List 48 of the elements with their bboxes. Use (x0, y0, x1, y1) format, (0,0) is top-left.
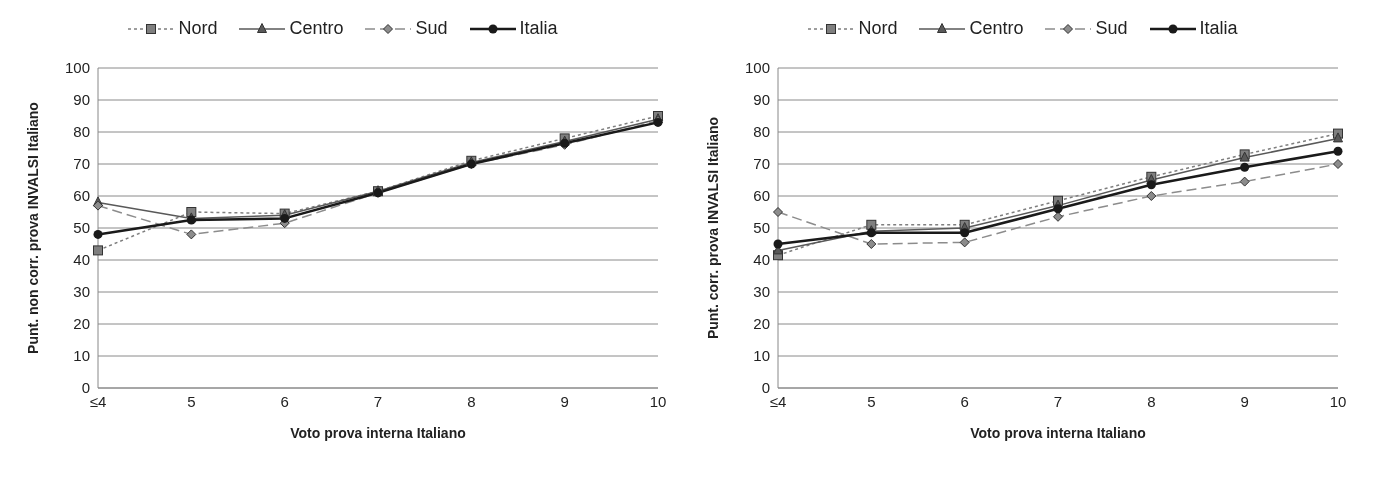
x-tick-label: 7 (1053, 392, 1063, 410)
legend-label: Italia (1199, 18, 1238, 39)
x-tick-label: 6 (960, 392, 969, 410)
y-tick-label: 40 (753, 251, 770, 269)
y-tick-label: 0 (81, 379, 90, 397)
x-tick-label: 10 (1329, 392, 1347, 410)
x-tick-label: 10 (649, 392, 667, 410)
x-axis-title: Voto prova interna Italiano (290, 425, 466, 441)
y-tick-label: 100 (744, 59, 770, 77)
x-tick-label: 9 (560, 392, 569, 410)
y-tick-label: 90 (73, 91, 90, 109)
x-tick-label: ≤4 (89, 392, 107, 410)
x-tick-label: 5 (867, 392, 876, 410)
x-tick-label: 9 (1240, 392, 1249, 410)
y-tick-label: 90 (753, 91, 770, 109)
legend-label: Nord (178, 18, 218, 39)
y-tick-label: 70 (753, 155, 770, 173)
legend-label: Sud (1095, 18, 1128, 39)
y-tick-label: 40 (73, 251, 90, 269)
x-axis-title: Voto prova interna Italiano (970, 425, 1146, 441)
y-tick-label: 100 (64, 59, 90, 77)
y-tick-label: 60 (753, 187, 770, 205)
legend-label: Centro (969, 18, 1024, 39)
y-tick-label: 80 (73, 123, 90, 141)
y-tick-label: 20 (753, 315, 770, 333)
y-tick-label: 30 (753, 283, 770, 301)
y-axis-title: Punt. corr. prova INVALSI Italiano (704, 116, 721, 340)
y-tick-label: 10 (73, 347, 90, 365)
y-tick-label: 80 (753, 123, 770, 141)
y-tick-label: 50 (73, 219, 90, 237)
y-tick-label: 10 (753, 347, 770, 365)
legend-label: Nord (858, 18, 898, 39)
y-tick-label: 50 (753, 219, 770, 237)
x-tick-label: 8 (1147, 392, 1156, 410)
y-tick-label: 30 (73, 283, 90, 301)
y-tick-label: 20 (73, 315, 90, 333)
x-tick-label: 8 (467, 392, 476, 410)
y-tick-label: 60 (73, 187, 90, 205)
x-tick-label: ≤4 (769, 392, 787, 410)
y-axis-title: Punt. non corr. prova INVALSI Italiano (24, 102, 41, 354)
x-tick-label: 7 (373, 392, 383, 410)
y-tick-label: 0 (761, 379, 770, 397)
legend-label: Centro (289, 18, 344, 39)
legend-label: Sud (415, 18, 448, 39)
legend-label: Italia (519, 18, 558, 39)
x-tick-label: 5 (187, 392, 196, 410)
x-tick-label: 6 (280, 392, 289, 410)
y-tick-label: 70 (73, 155, 90, 173)
